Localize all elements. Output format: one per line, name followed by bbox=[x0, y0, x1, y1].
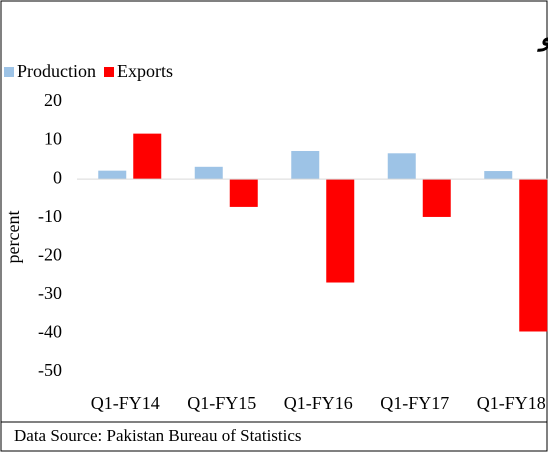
legend-swatch bbox=[104, 67, 114, 77]
y-tick-label: 20 bbox=[44, 90, 62, 110]
y-tick-label: -40 bbox=[38, 322, 62, 342]
bar bbox=[484, 171, 513, 180]
legend-swatch bbox=[4, 67, 14, 77]
bar bbox=[519, 179, 548, 332]
x-tick-label: Q1-FY17 bbox=[380, 393, 449, 413]
bar bbox=[387, 153, 416, 180]
x-tick-label: Q1-FY16 bbox=[284, 393, 353, 413]
x-tick-label: Q1-FY15 bbox=[187, 393, 256, 413]
chart-title: شکل 2.5 : دواسازی کے شعبے میں پیداوار بم… bbox=[536, 22, 548, 53]
bar bbox=[291, 150, 320, 180]
y-tick-label: -10 bbox=[38, 206, 62, 226]
y-tick-label: -20 bbox=[38, 244, 62, 264]
bar bbox=[326, 179, 355, 283]
y-tick-label: -50 bbox=[38, 360, 62, 380]
y-tick-label: 10 bbox=[44, 129, 62, 149]
x-tick-label: Q1-FY18 bbox=[477, 393, 546, 413]
bar bbox=[422, 179, 451, 217]
source-note: Data Source: Pakistan Bureau of Statisti… bbox=[14, 426, 302, 445]
bar bbox=[133, 133, 162, 180]
bar bbox=[98, 170, 127, 180]
bar bbox=[194, 166, 223, 180]
y-axis-label: percent bbox=[3, 211, 23, 264]
x-tick-label: Q1-FY14 bbox=[91, 393, 160, 413]
y-tick-label: -30 bbox=[38, 283, 62, 303]
legend-label: Exports bbox=[117, 61, 173, 81]
legend-label: Production bbox=[17, 61, 96, 81]
bar bbox=[229, 179, 258, 207]
y-tick-label: 0 bbox=[53, 167, 62, 187]
